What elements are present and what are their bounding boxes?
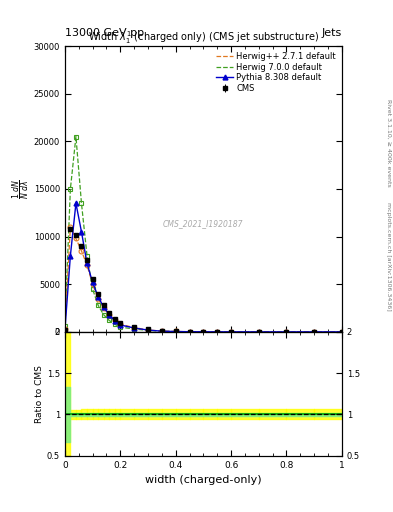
- Herwig++ 2.7.1 default: [90, 281, 95, 287]
- Herwig 7.0.0 default: [187, 329, 192, 335]
- Line: Pythia 8.308 default: Pythia 8.308 default: [62, 201, 344, 334]
- Herwig++ 2.7.1 default: [284, 329, 289, 335]
- Title: Width $\lambda_1^1$ (charged only) (CMS jet substructure): Width $\lambda_1^1$ (charged only) (CMS …: [88, 29, 319, 46]
- Herwig 7.0.0 default: [79, 200, 84, 206]
- Legend: Herwig++ 2.7.1 default, Herwig 7.0.0 default, Pythia 8.308 default, CMS: Herwig++ 2.7.1 default, Herwig 7.0.0 def…: [215, 50, 338, 95]
- Herwig++ 2.7.1 default: [215, 329, 220, 335]
- Herwig++ 2.7.1 default: [96, 295, 101, 302]
- Pythia 8.308 default: [146, 327, 151, 333]
- Herwig++ 2.7.1 default: [229, 329, 233, 335]
- Herwig 7.0.0 default: [118, 324, 123, 330]
- Herwig++ 2.7.1 default: [73, 236, 78, 242]
- Pythia 8.308 default: [312, 329, 317, 335]
- Pythia 8.308 default: [132, 325, 136, 331]
- Pythia 8.308 default: [284, 329, 289, 335]
- Pythia 8.308 default: [201, 329, 206, 335]
- Herwig 7.0.0 default: [112, 321, 117, 327]
- Herwig 7.0.0 default: [132, 326, 136, 332]
- Herwig 7.0.0 default: [173, 329, 178, 335]
- Herwig 7.0.0 default: [160, 328, 164, 334]
- Pythia 8.308 default: [62, 328, 67, 334]
- Herwig 7.0.0 default: [284, 329, 289, 335]
- Pythia 8.308 default: [112, 318, 117, 324]
- Herwig++ 2.7.1 default: [101, 305, 106, 311]
- Herwig++ 2.7.1 default: [146, 327, 151, 333]
- Herwig 7.0.0 default: [257, 329, 261, 335]
- Herwig++ 2.7.1 default: [118, 321, 123, 327]
- Pythia 8.308 default: [257, 329, 261, 335]
- Herwig++ 2.7.1 default: [62, 326, 67, 332]
- Text: 13000 GeV pp: 13000 GeV pp: [65, 28, 144, 38]
- Herwig 7.0.0 default: [73, 134, 78, 140]
- Herwig++ 2.7.1 default: [132, 325, 136, 331]
- Herwig 7.0.0 default: [90, 286, 95, 292]
- Herwig++ 2.7.1 default: [312, 329, 317, 335]
- Pythia 8.308 default: [215, 329, 220, 335]
- Pythia 8.308 default: [229, 329, 233, 335]
- Herwig 7.0.0 default: [107, 317, 112, 324]
- Text: Jets: Jets: [321, 28, 342, 38]
- Pythia 8.308 default: [160, 328, 164, 334]
- Text: CMS_2021_I1920187: CMS_2021_I1920187: [163, 219, 244, 228]
- Pythia 8.308 default: [101, 304, 106, 310]
- Herwig 7.0.0 default: [340, 329, 344, 335]
- Text: mcplots.cern.ch [arXiv:1306.3436]: mcplots.cern.ch [arXiv:1306.3436]: [386, 202, 391, 310]
- Herwig++ 2.7.1 default: [173, 328, 178, 334]
- Herwig++ 2.7.1 default: [84, 262, 89, 268]
- Herwig++ 2.7.1 default: [107, 312, 112, 318]
- Pythia 8.308 default: [118, 322, 123, 328]
- Line: Herwig 7.0.0 default: Herwig 7.0.0 default: [65, 137, 342, 332]
- Herwig 7.0.0 default: [68, 186, 73, 192]
- Herwig++ 2.7.1 default: [160, 328, 164, 334]
- Herwig 7.0.0 default: [84, 252, 89, 259]
- Herwig++ 2.7.1 default: [201, 329, 206, 335]
- Herwig++ 2.7.1 default: [68, 224, 73, 230]
- Line: Herwig++ 2.7.1 default: Herwig++ 2.7.1 default: [65, 227, 342, 332]
- Herwig++ 2.7.1 default: [340, 329, 344, 335]
- Pythia 8.308 default: [340, 329, 344, 335]
- Herwig 7.0.0 default: [229, 329, 233, 335]
- Pythia 8.308 default: [90, 279, 95, 285]
- Herwig 7.0.0 default: [101, 312, 106, 318]
- Y-axis label: $\frac{1}{N}\frac{dN}{d\lambda}$: $\frac{1}{N}\frac{dN}{d\lambda}$: [11, 179, 32, 199]
- Herwig++ 2.7.1 default: [79, 248, 84, 254]
- Pythia 8.308 default: [96, 293, 101, 300]
- Pythia 8.308 default: [107, 312, 112, 318]
- Herwig 7.0.0 default: [201, 329, 206, 335]
- X-axis label: width (charged-only): width (charged-only): [145, 475, 262, 485]
- Pythia 8.308 default: [84, 260, 89, 266]
- Herwig 7.0.0 default: [96, 302, 101, 308]
- Herwig++ 2.7.1 default: [187, 329, 192, 335]
- Pythia 8.308 default: [68, 252, 73, 259]
- Pythia 8.308 default: [173, 328, 178, 334]
- Herwig 7.0.0 default: [215, 329, 220, 335]
- Pythia 8.308 default: [79, 229, 84, 235]
- Herwig++ 2.7.1 default: [112, 317, 117, 324]
- Herwig 7.0.0 default: [62, 323, 67, 329]
- Herwig++ 2.7.1 default: [257, 329, 261, 335]
- Text: Rivet 3.1.10, ≥ 400k events: Rivet 3.1.10, ≥ 400k events: [386, 99, 391, 187]
- Herwig 7.0.0 default: [146, 327, 151, 333]
- Pythia 8.308 default: [73, 200, 78, 206]
- Pythia 8.308 default: [187, 329, 192, 335]
- Y-axis label: Ratio to CMS: Ratio to CMS: [35, 365, 44, 423]
- Herwig 7.0.0 default: [312, 329, 317, 335]
